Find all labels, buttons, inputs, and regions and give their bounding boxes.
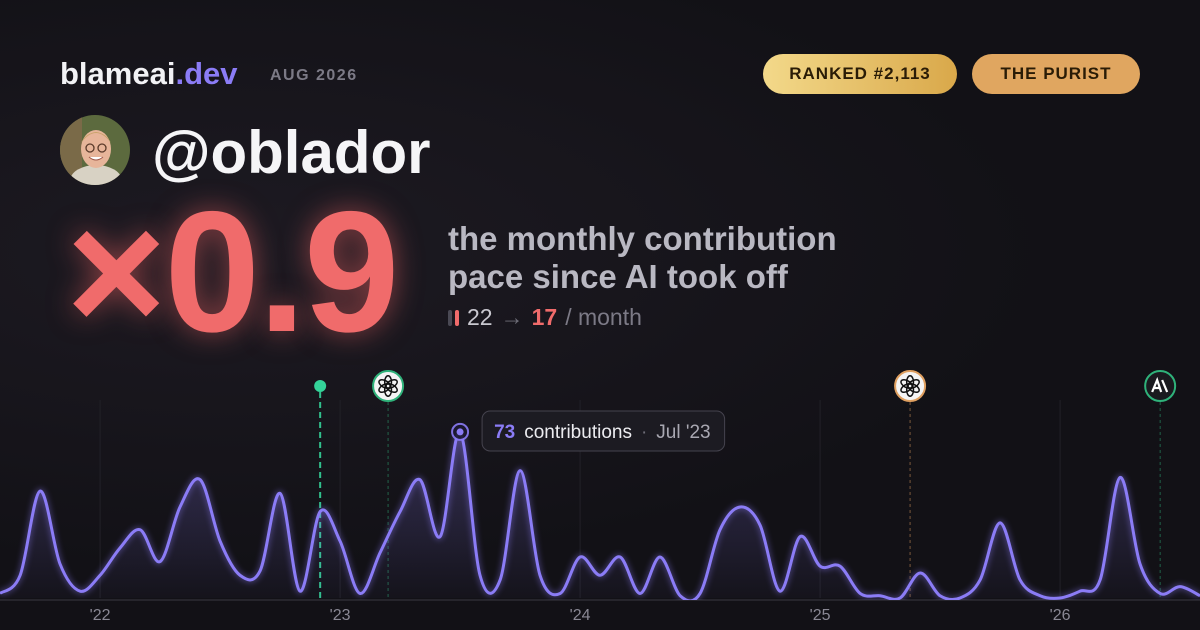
avatar — [60, 115, 130, 185]
tooltip-label: contributions — [524, 422, 632, 443]
pace-before: 22 — [467, 304, 493, 330]
rank-badge: RANKED #2,113 — [763, 54, 957, 94]
persona-badge: THE PURIST — [972, 54, 1140, 94]
brand-tld: .dev — [175, 56, 238, 91]
line-group — [0, 428, 1200, 600]
event-icon-glyph — [1151, 376, 1169, 393]
description-line: pace since AI took off — [448, 258, 788, 295]
event-icon-petal — [900, 378, 913, 390]
brand: blameai.dev — [60, 56, 237, 92]
handle: @oblador — [152, 119, 431, 186]
multiplier: ×0.9 — [66, 176, 400, 368]
x-tick-label: '22 — [90, 607, 111, 624]
event-icon — [372, 370, 405, 402]
pace-unit: / month — [565, 304, 642, 330]
tooltip — [481, 410, 726, 452]
tooltip-value: 73 — [494, 422, 515, 443]
pace-after: 17 — [531, 304, 558, 330]
x-tick-label: '24 — [570, 607, 591, 624]
x-tick-label: '23 — [330, 607, 351, 624]
pace-stat: 22 → 17 / month — [448, 304, 642, 331]
x-tick-label: '26 — [1050, 607, 1071, 624]
description-line: the monthly contribution — [448, 220, 837, 257]
pace-icon — [448, 309, 459, 326]
event-dot — [314, 380, 327, 392]
pace-arrow: → — [500, 304, 524, 330]
area — [0, 431, 1200, 600]
event-icon-petal — [378, 378, 391, 390]
x-tick-label: '25 — [810, 607, 831, 624]
brand-name: blameai — [60, 56, 176, 91]
tooltip-separator: · — [641, 422, 647, 443]
tooltip-date: Jul '23 — [656, 422, 710, 443]
highlight-dot — [456, 428, 464, 436]
period: AUG 2026 — [270, 67, 358, 84]
line — [0, 430, 1200, 600]
event-icon — [894, 370, 927, 402]
